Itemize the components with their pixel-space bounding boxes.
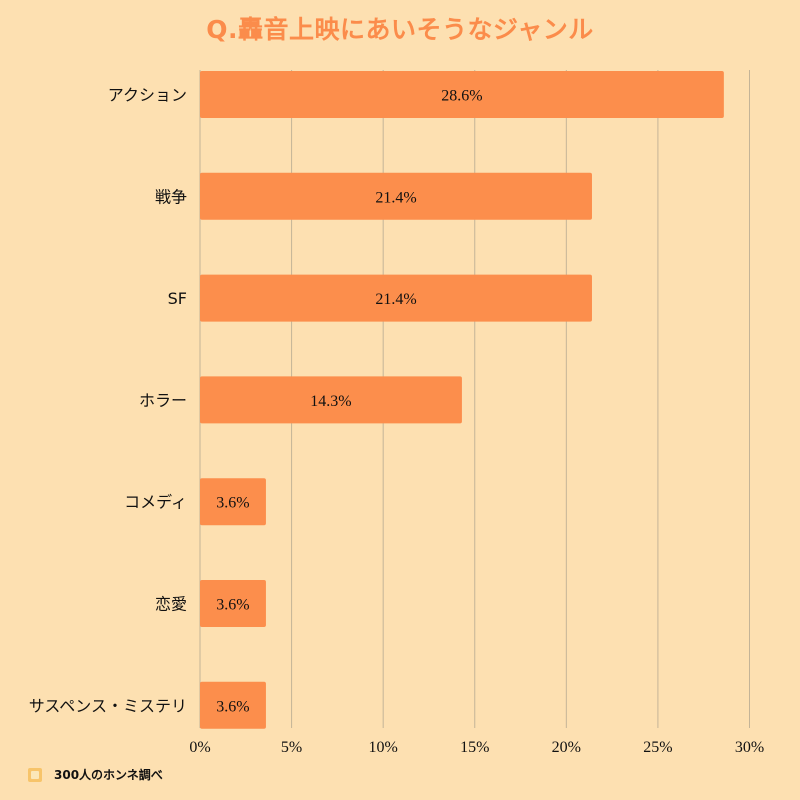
x-tick-label: 15% (460, 739, 489, 756)
category-label: ホラー (139, 391, 187, 410)
value-label: 3.6% (216, 698, 249, 715)
x-tick-label: 25% (643, 739, 672, 756)
bar (200, 274, 592, 322)
label-layer: 0% 5% 10% 15% 20% 25% 30% アクション 28.6% 戦争 21.4% SF 21… (29, 86, 764, 757)
category-label: サスペンス・ミステリ (29, 696, 187, 715)
bar (200, 376, 462, 424)
chart-title: Q.轟音上映にあいそうなジャンル (206, 15, 594, 44)
category-label: 戦争 (155, 187, 187, 206)
x-tick-label: 0% (189, 739, 210, 756)
category-label: コメディ (124, 493, 187, 512)
value-label: 3.6% (216, 597, 249, 614)
value-label: 14.3% (310, 393, 351, 410)
bar (200, 681, 266, 729)
category-label: アクション (108, 86, 187, 105)
bar-layer (200, 71, 724, 729)
bar (200, 71, 724, 118)
category-label: 恋愛 (155, 595, 187, 614)
x-tick-label: 10% (369, 739, 398, 756)
footer-text: 300人のホンネ調べ (54, 768, 163, 782)
footer: 300人のホンネ調べ (28, 766, 163, 783)
bar (200, 478, 266, 526)
category-label: SF (168, 289, 187, 308)
x-tick-label: 5% (281, 739, 302, 756)
value-label: 3.6% (216, 495, 249, 512)
x-tick-label: 30% (735, 739, 764, 756)
value-label: 21.4% (375, 189, 416, 206)
bar (200, 172, 592, 220)
value-label: 21.4% (375, 291, 416, 308)
bar (200, 580, 266, 627)
x-tick-label: 20% (552, 739, 581, 756)
logo-icon (28, 767, 42, 782)
value-label: 28.6% (441, 88, 482, 105)
